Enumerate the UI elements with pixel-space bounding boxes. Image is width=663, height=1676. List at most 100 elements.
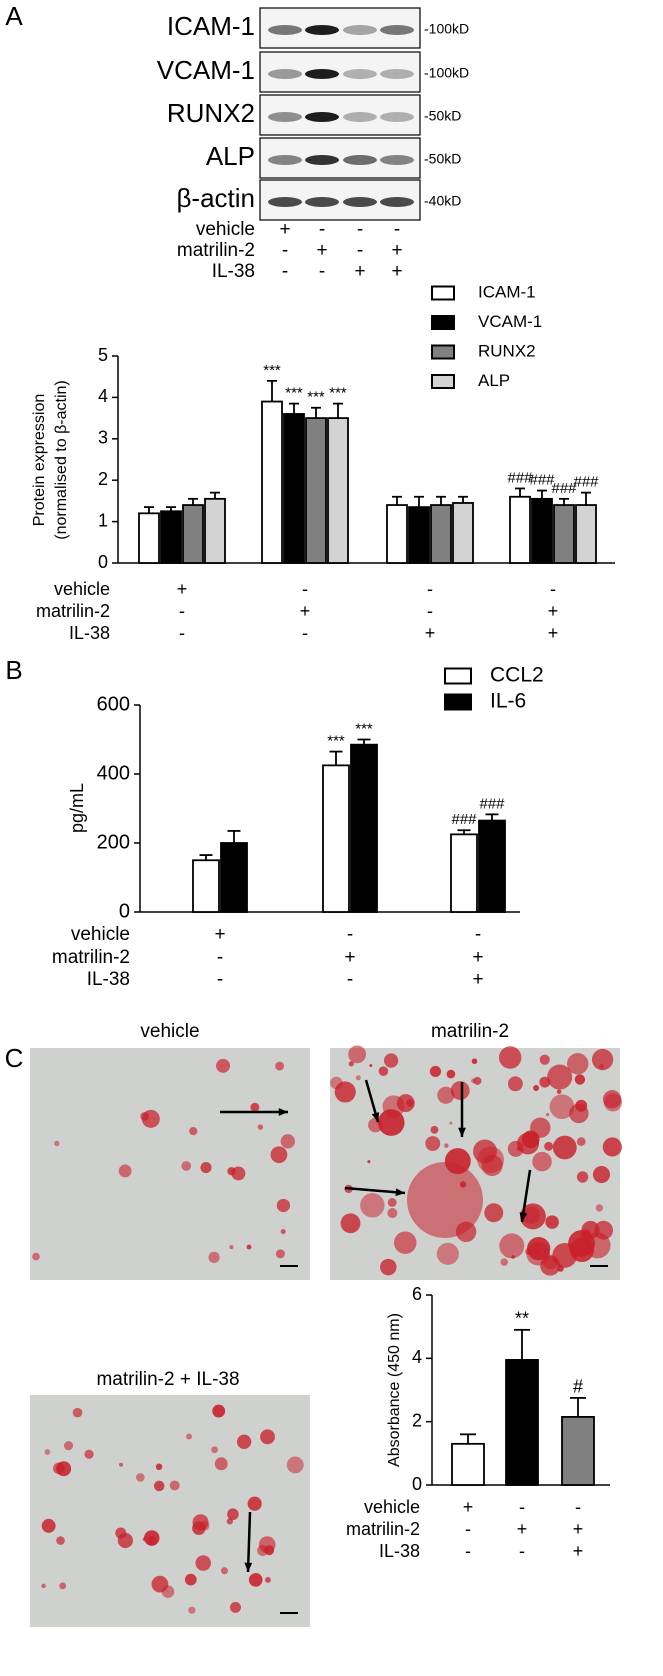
stain-spot: [591, 1048, 614, 1071]
stain-spot: [258, 1536, 276, 1553]
protein-label: VCAM-1: [157, 55, 255, 85]
stain-spot: [552, 1135, 577, 1160]
stain-spot: [32, 1252, 40, 1261]
y-tick-label: 0: [412, 1474, 422, 1494]
legend-label: RUNX2: [478, 341, 536, 360]
stain-spot: [142, 1537, 147, 1542]
bar: [505, 1359, 539, 1486]
stain-spot: [547, 1064, 573, 1090]
condition-sign: +: [391, 261, 402, 282]
stain-spot: [270, 1146, 288, 1164]
stain-spot: [595, 1204, 603, 1212]
significance-label: ###: [451, 811, 477, 828]
stain-spot: [212, 1404, 226, 1418]
blot-band: [268, 197, 302, 207]
blot-frame: [259, 94, 421, 136]
bar: [261, 400, 283, 564]
stain-spot: [429, 1065, 442, 1078]
blot-frame: [259, 51, 421, 93]
condition-label: vehicle: [196, 219, 255, 240]
arrow-head: [458, 1127, 466, 1137]
bar: [509, 495, 531, 564]
image-title: matrilin-2 + IL-38: [96, 1369, 239, 1390]
stain-spot: [348, 1045, 367, 1064]
blot-band: [305, 69, 339, 79]
stain-spot: [72, 1407, 83, 1418]
protein-label: ICAM-1: [167, 11, 255, 41]
y-tick-label: 6: [412, 1284, 422, 1304]
error-bar: [289, 402, 299, 414]
stain-spot: [396, 1094, 415, 1113]
condition-sign: -: [575, 1497, 581, 1517]
stain-spot: [59, 1582, 67, 1590]
condition-sign: -: [319, 219, 325, 240]
condition-sign: +: [573, 1541, 584, 1561]
bar: [452, 502, 474, 564]
bar: [561, 1416, 595, 1486]
condition-sign: -: [427, 579, 433, 599]
stain-spot: [334, 1081, 356, 1103]
condition-sign: +: [279, 219, 290, 240]
blot-band: [380, 155, 414, 165]
condition-label: matrilin-2: [346, 1519, 420, 1539]
stain-spot: [574, 1074, 586, 1085]
condition-sign: -: [319, 261, 325, 282]
stain-spot: [140, 1111, 150, 1121]
bar: [450, 833, 478, 913]
stain-spot: [169, 1480, 180, 1491]
bar: [553, 504, 575, 564]
stain-spot: [544, 1141, 554, 1151]
blot-band: [305, 197, 339, 207]
legend-label: VCAM-1: [478, 312, 542, 331]
blot-band: [305, 155, 339, 165]
stain-spot: [602, 1089, 622, 1109]
stain-spot: [41, 1518, 56, 1533]
condition-sign: -: [217, 947, 223, 968]
significance-label: #: [573, 1377, 583, 1397]
blot-band: [305, 112, 339, 122]
significance-label: ###: [551, 480, 577, 497]
legend-swatch: [431, 315, 455, 330]
arrow: [344, 1186, 406, 1195]
stain-spot: [499, 1233, 525, 1259]
error-bar: [333, 402, 343, 419]
blot-band: [268, 69, 302, 79]
blot-band: [343, 25, 377, 35]
condition-label: matrilin-2: [177, 240, 255, 261]
y-axis-label: Protein expression: [31, 394, 48, 527]
stain-spot: [444, 1143, 449, 1148]
arrow-head: [519, 1212, 528, 1222]
stain-spot: [425, 1136, 441, 1152]
image-title: matrilin-2: [431, 1021, 509, 1042]
stain-spot: [250, 1102, 260, 1112]
stain-spot: [186, 1433, 193, 1440]
stain-spot: [151, 1575, 169, 1593]
stain-spot: [387, 1198, 397, 1207]
stain-spot: [484, 1203, 504, 1223]
legend-swatch: [444, 693, 472, 711]
legend-label: IL-6: [490, 690, 526, 713]
panel-letter: C: [5, 1043, 24, 1073]
condition-sign: -: [357, 219, 363, 240]
stain-spot: [348, 1061, 354, 1067]
stain-spot: [549, 1094, 575, 1120]
blot-band: [343, 69, 377, 79]
stain-spot: [257, 1124, 264, 1130]
stain-spot: [602, 1137, 622, 1157]
significance-label: ***: [329, 385, 347, 402]
blot-band: [380, 69, 414, 79]
stain-spot: [360, 1193, 385, 1218]
arrow-head: [278, 1108, 288, 1116]
error-bar: [458, 495, 468, 503]
condition-sign: +: [344, 947, 355, 968]
condition-sign: -: [519, 1497, 525, 1517]
legend-swatch: [431, 374, 455, 389]
stain-spot: [155, 1463, 163, 1471]
stain-spot: [119, 1462, 124, 1467]
blot-band: [343, 155, 377, 165]
condition-sign: -: [357, 240, 363, 261]
stain-spot: [592, 1165, 611, 1184]
condition-sign: -: [282, 261, 288, 282]
error-bar: [485, 813, 499, 821]
